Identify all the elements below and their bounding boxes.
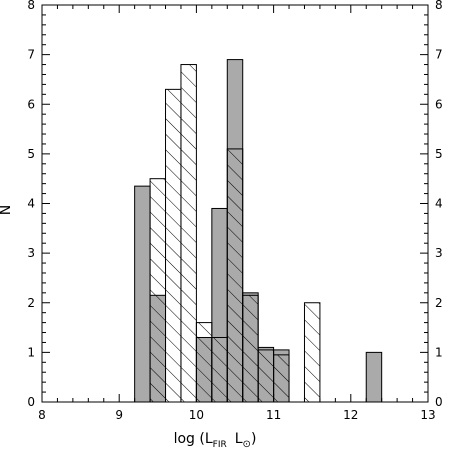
hatched-bar-4 xyxy=(211,336,228,403)
hatched-bar-1 xyxy=(165,88,182,403)
hatched-bar-9 xyxy=(303,302,321,403)
y-tick-label-right: 7 xyxy=(435,48,443,62)
x-tick-label: 12 xyxy=(343,408,358,422)
x-axis-title: log (LFIR L⊙) xyxy=(174,431,257,450)
y-tick-label-left: 7 xyxy=(27,48,35,62)
y-axis-title: N xyxy=(0,205,14,215)
y-tick-label-right: 5 xyxy=(435,147,443,161)
y-tick-label-right: 2 xyxy=(435,296,443,310)
grey-bar-0 xyxy=(134,185,151,403)
y-tick-label-left: 3 xyxy=(27,246,35,260)
y-tick-label-left: 1 xyxy=(27,345,35,359)
hatched-bar-7 xyxy=(257,349,275,403)
hatched-bar-2 xyxy=(180,64,197,403)
x-axis-title-unit: L xyxy=(235,431,243,447)
hatched-bar-8 xyxy=(273,354,290,403)
y-tick-label-left: 2 xyxy=(27,296,35,310)
x-axis-title-sub: FIR xyxy=(213,440,227,450)
y-tick-label-left: 6 xyxy=(27,97,35,111)
x-axis-title-close: ) xyxy=(251,431,256,447)
x-tick-label: 11 xyxy=(266,408,281,422)
y-tick-label-right: 3 xyxy=(435,246,443,260)
x-axis-title-unit-sub: ⊙ xyxy=(243,439,251,450)
hatched-bar-6 xyxy=(242,294,259,403)
y-tick-label-left: 4 xyxy=(27,197,35,211)
y-tick-label-right: 8 xyxy=(435,0,443,12)
x-axis-title-main: log (L xyxy=(174,431,213,447)
x-tick-label: 13 xyxy=(420,408,435,422)
hatched-bar-0 xyxy=(149,178,167,403)
y-tick-label-left: 0 xyxy=(27,395,35,409)
x-tick-label: 9 xyxy=(115,408,123,422)
hatched-bar-3 xyxy=(195,322,213,403)
y-tick-label-right: 1 xyxy=(435,345,443,359)
y-tick-label-right: 4 xyxy=(435,197,443,211)
x-tick-label: 10 xyxy=(189,408,204,422)
y-tick-label-left: 8 xyxy=(27,0,35,12)
axis-tick-labels: 8 9 10 11 12 130 01 12 23 34 45 56 67 78 8 xyxy=(27,0,442,422)
y-tick-label-right: 6 xyxy=(435,97,443,111)
axis-ticks xyxy=(41,4,429,403)
y-tick-label-right: 0 xyxy=(435,395,443,409)
x-tick-label: 8 xyxy=(38,408,46,422)
y-tick-label-left: 5 xyxy=(27,147,35,161)
grey-bar-9 xyxy=(365,351,383,403)
hatched-bar-5 xyxy=(226,148,244,403)
